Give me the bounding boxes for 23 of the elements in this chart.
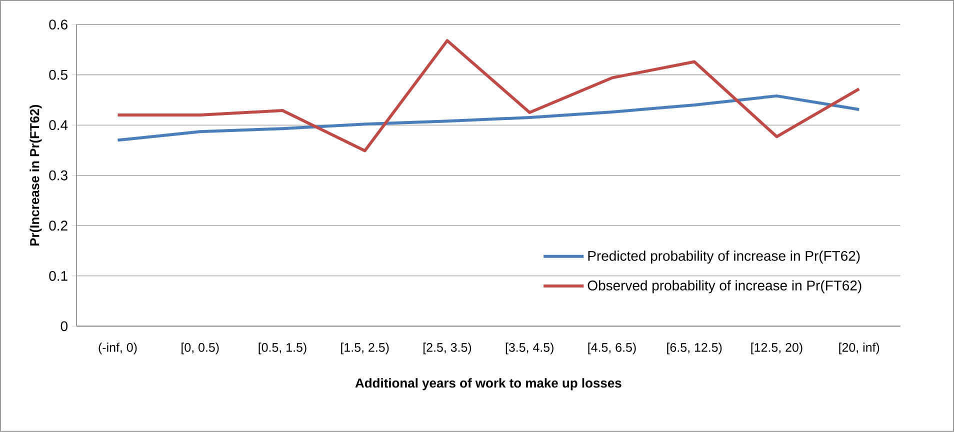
x-tick-label: [4.5, 6.5) <box>588 342 636 354</box>
line-series <box>116 94 861 142</box>
y-tick-label: 0.4 <box>49 120 68 130</box>
legend-label: Observed probability of increase in Pr(FT62) <box>588 280 862 294</box>
x-tick-label: (-inf, 0) <box>98 342 137 354</box>
y-tick-label: 0 <box>60 321 68 332</box>
x-tick-label: [12.5, 20) <box>751 342 802 354</box>
legend-label: Predicted probability of increase in Pr(FT62) <box>588 250 860 264</box>
x-tick-label: [0, 0.5) <box>182 342 219 354</box>
x-tick-label: [20, inf) <box>839 342 880 354</box>
y-tick-label: 0.2 <box>49 220 68 231</box>
y-axis-title: Pr(Increase in Pr(FT62) <box>30 105 42 246</box>
y-tick-label: 0.5 <box>49 70 68 80</box>
x-tick-label: [2.5, 3.5) <box>424 342 472 354</box>
line-series <box>116 39 861 152</box>
y-tick-label: 0.6 <box>49 20 68 30</box>
x-tick-label: [0.5, 1.5) <box>258 342 306 354</box>
x-axis-title: Additional years of work to make up losses <box>355 378 622 390</box>
x-tick-label: [3.5, 4.5) <box>506 342 554 354</box>
y-tick-label: 0.1 <box>49 270 68 281</box>
y-tick-label: 0.3 <box>49 170 68 180</box>
x-tick-label: [1.5, 2.5) <box>341 342 389 354</box>
x-tick-label: [6.5, 12.5) <box>667 342 722 354</box>
